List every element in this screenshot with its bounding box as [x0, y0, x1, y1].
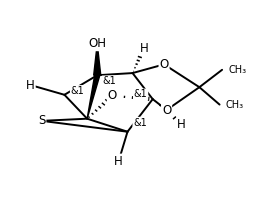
- Text: O: O: [107, 89, 117, 102]
- Text: H: H: [114, 154, 123, 168]
- Text: &1: &1: [70, 86, 84, 96]
- Text: &1: &1: [102, 76, 116, 86]
- Text: S: S: [38, 114, 45, 127]
- Text: &1: &1: [133, 89, 147, 99]
- Text: O: O: [161, 103, 170, 117]
- Text: H: H: [177, 118, 185, 131]
- Polygon shape: [93, 44, 100, 75]
- Polygon shape: [87, 75, 99, 119]
- Text: H: H: [26, 79, 35, 92]
- Text: OH: OH: [88, 37, 106, 50]
- Text: &1: &1: [133, 118, 146, 128]
- Text: CH₃: CH₃: [228, 65, 246, 75]
- Text: CH₃: CH₃: [225, 100, 243, 110]
- Text: O: O: [159, 58, 168, 71]
- Text: H: H: [139, 42, 148, 55]
